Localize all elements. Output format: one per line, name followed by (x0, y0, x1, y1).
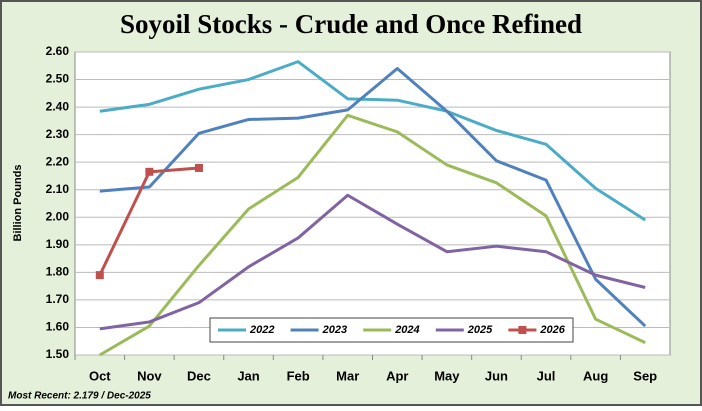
y-tick-label: 2.00 (46, 209, 70, 223)
x-tick-label: Oct (89, 368, 111, 383)
y-tick-label: 2.20 (46, 154, 70, 168)
x-tick-label: Dec (187, 368, 211, 383)
x-tick-label: Apr (386, 368, 408, 383)
x-tick-label: Mar (336, 368, 359, 383)
legend-label: 2022 (249, 324, 274, 336)
y-axis-label: Billion Pounds (12, 165, 24, 242)
legend-marker (518, 326, 527, 334)
legend-label: 2024 (394, 324, 419, 336)
x-tick-label: May (434, 368, 460, 383)
footnote: Most Recent: 2.179 / Dec-2025 (8, 391, 151, 402)
series-line (99, 67, 647, 328)
legend-label: 2026 (539, 324, 565, 336)
y-tick-label: 2.10 (46, 182, 70, 196)
y-tick-label: 1.90 (46, 237, 70, 251)
point-marker (95, 271, 104, 280)
point-marker (145, 167, 154, 176)
x-tick-label: Nov (137, 368, 162, 383)
plot-area (74, 51, 671, 356)
x-tick-label: Jan (237, 368, 259, 383)
y-tick-label: 2.40 (46, 99, 70, 113)
y-tick-label: 1.60 (46, 320, 70, 334)
x-tick-label: Feb (287, 368, 310, 383)
y-tick-label: 2.50 (46, 72, 70, 86)
x-tick-label: Jun (485, 368, 508, 383)
legend-label: 2025 (467, 324, 493, 336)
series-line (99, 113, 646, 357)
series-line (99, 60, 647, 222)
x-tick-label: Jul (537, 368, 556, 383)
y-tick-label: 1.50 (46, 347, 70, 361)
series-line (99, 193, 646, 331)
y-tick-label: 2.60 (46, 44, 70, 58)
chart-title: Soyoil Stocks - Crude and Once Refined (120, 9, 582, 39)
point-marker (194, 163, 203, 172)
y-tick-label: 2.30 (46, 127, 70, 141)
y-tick-label: 1.70 (46, 292, 70, 306)
x-tick-label: Aug (583, 368, 608, 383)
y-tick-label: 1.80 (46, 265, 70, 279)
legend-label: 2023 (322, 324, 347, 336)
x-tick-label: Sep (633, 368, 657, 383)
